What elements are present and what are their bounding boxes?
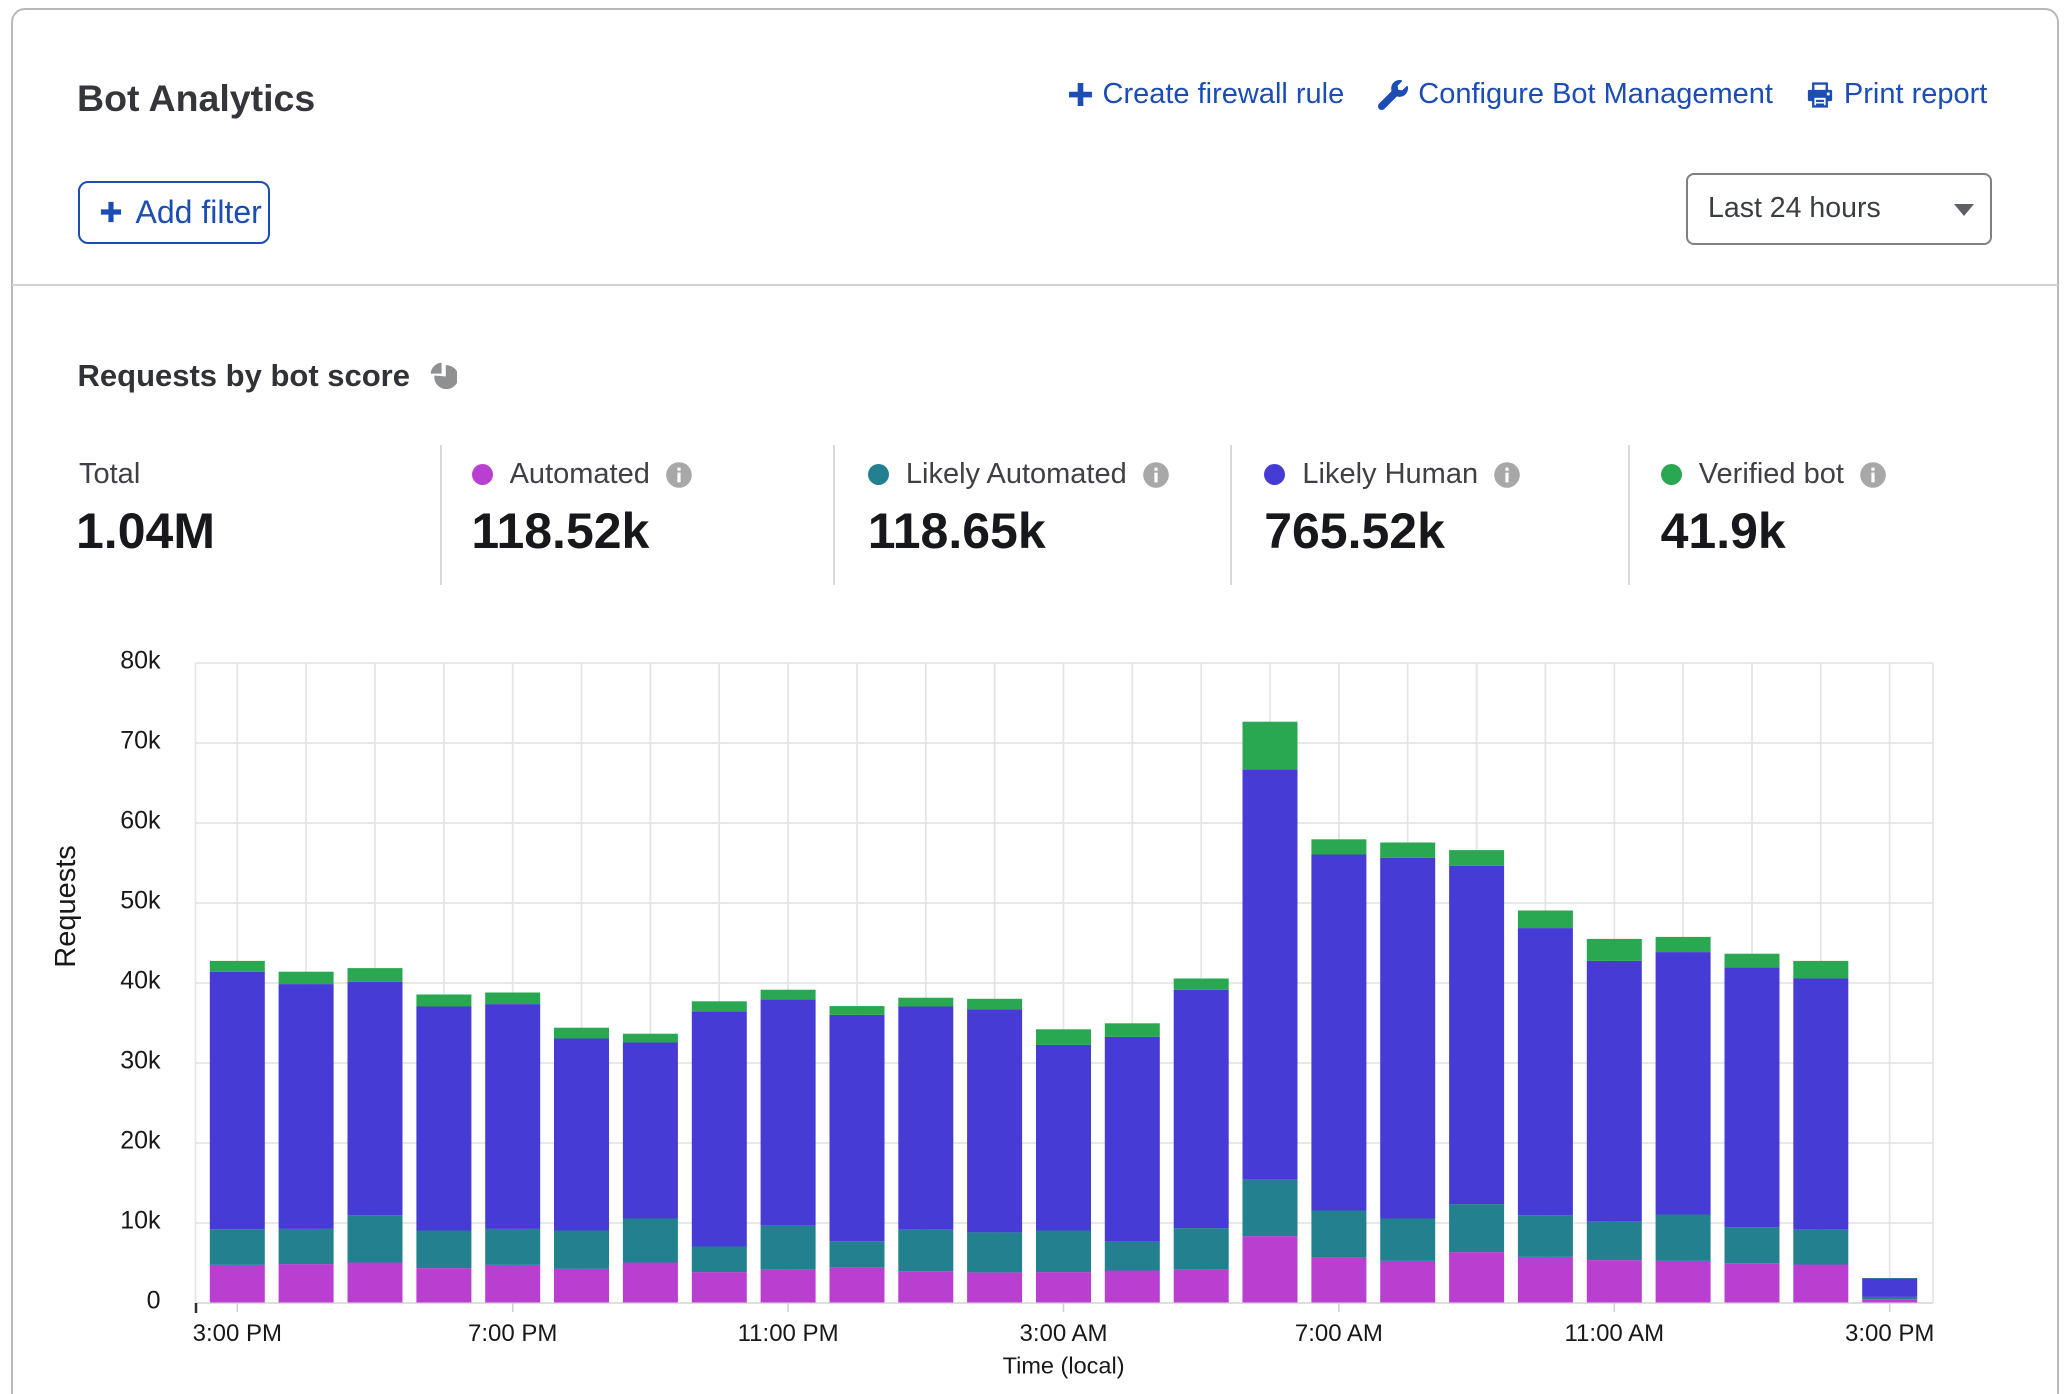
svg-text:11:00 PM: 11:00 PM	[738, 1320, 839, 1347]
svg-text:10k: 10k	[120, 1207, 161, 1235]
svg-text:Requests: Requests	[50, 845, 82, 968]
svg-text:11:00 AM: 11:00 AM	[1564, 1320, 1664, 1347]
svg-text:3:00 PM: 3:00 PM	[193, 1320, 282, 1347]
svg-text:20k: 20k	[120, 1127, 161, 1155]
svg-text:7:00 AM: 7:00 AM	[1295, 1320, 1383, 1347]
svg-text:50k: 50k	[120, 887, 161, 915]
svg-text:60k: 60k	[120, 807, 161, 835]
svg-text:0: 0	[147, 1287, 161, 1315]
svg-text:7:00 PM: 7:00 PM	[468, 1320, 557, 1347]
svg-text:70k: 70k	[120, 727, 161, 755]
svg-text:3:00 PM: 3:00 PM	[1845, 1320, 1934, 1347]
svg-text:80k: 80k	[120, 647, 161, 675]
svg-text:3:00 AM: 3:00 AM	[1019, 1320, 1107, 1347]
svg-text:40k: 40k	[120, 967, 161, 995]
svg-text:30k: 30k	[120, 1047, 161, 1075]
svg-text:Time (local): Time (local)	[1003, 1353, 1125, 1379]
